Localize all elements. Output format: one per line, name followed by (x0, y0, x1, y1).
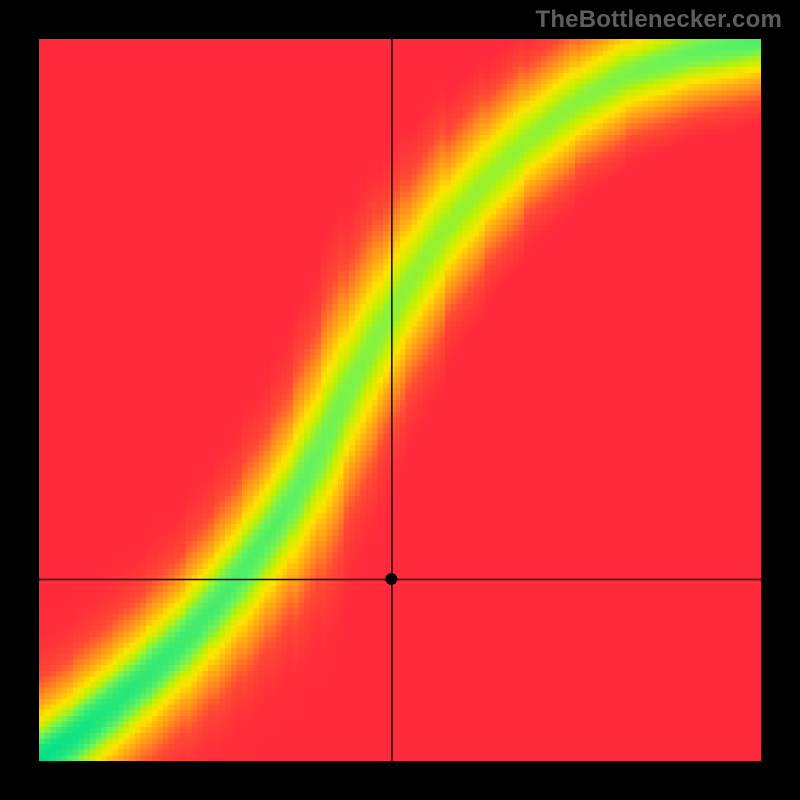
chart-container: TheBottlenecker.com (0, 0, 800, 800)
overlay-canvas (39, 39, 761, 761)
watermark-text: TheBottlenecker.com (535, 6, 782, 34)
